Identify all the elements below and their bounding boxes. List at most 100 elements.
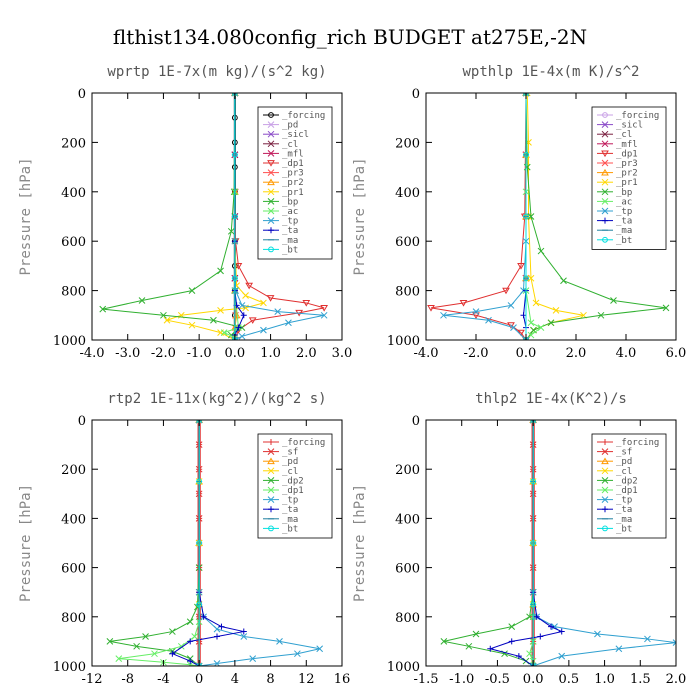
data-point-pr1 [527, 274, 535, 282]
legend-label-pr3: _pr3 [616, 159, 638, 169]
x-tick-label: 2.0 [666, 672, 687, 687]
legend-label-pd: _pd [282, 121, 298, 131]
data-point-tp [551, 623, 558, 630]
legend-label-tp: _tp [616, 207, 632, 217]
legend-marker [267, 486, 275, 494]
y-tick-label: 400 [61, 512, 86, 527]
y-tick-label: 200 [395, 136, 420, 151]
x-tick-label: 1.0 [260, 346, 281, 361]
plot-frame [91, 419, 343, 667]
legend-label-forcing: _forcing [616, 438, 659, 448]
legend-marker [602, 506, 608, 513]
data-point-tp [260, 326, 267, 334]
series-group [99, 93, 329, 340]
data-point-dp1 [186, 661, 194, 666]
legend-label-ta: _ta [282, 505, 298, 515]
data-point-tp [240, 633, 248, 640]
panel-4: thlp2 1E-4x(K^2)/s Pressure [hPa] -1.5 -1.0… [352, 391, 686, 687]
data-point-dp1 [459, 300, 468, 307]
legend-label-bt: _bt [616, 524, 632, 534]
y-tick-label: 200 [61, 136, 86, 151]
legend-marker [601, 121, 609, 128]
data-point-dp2 [186, 618, 194, 626]
legend-marker [601, 207, 609, 215]
y-tick-label: 800 [61, 611, 86, 626]
data-point-pr1 [217, 307, 224, 314]
legend-box [257, 106, 333, 260]
x-tick-label: 12 [298, 672, 315, 687]
data-point-ta [187, 658, 194, 665]
x-tick-label: 6.0 [666, 346, 687, 361]
legend: _forcing_pd_sicl_cl_mfl_dp1_pr3_pr2_pr1_… [257, 106, 333, 260]
x-tick-label: -4 [157, 672, 170, 687]
data-point-pr1 [532, 299, 540, 307]
y-tick-label: 0 [412, 414, 420, 429]
figure-title: flthist134.080config_rich BUDGET at275E,… [113, 25, 587, 49]
legend-marker [602, 525, 608, 532]
legend-marker [268, 112, 274, 118]
legend-marker [268, 246, 274, 253]
legend-label-ma: _ma [282, 515, 298, 525]
legend-label-pr1: _pr1 [616, 178, 638, 188]
legend-marker [268, 525, 274, 532]
legend-marker [267, 160, 275, 167]
legend-label-cl: _cl [282, 467, 298, 477]
legend-label-mfl: _mfl [282, 149, 304, 159]
y-tick-label: 800 [61, 285, 86, 300]
y-tick-label: 800 [395, 285, 420, 300]
data-point-tp [276, 638, 283, 645]
legend-marker [268, 506, 274, 513]
x-tick-label: -3.0 [115, 346, 140, 361]
legend-marker [267, 217, 275, 224]
data-point-bt [523, 151, 529, 158]
data-point-dp2 [133, 642, 140, 650]
data-point-pr1 [260, 299, 267, 307]
legend-marker [601, 448, 609, 455]
legend-marker [601, 486, 609, 494]
data-point-bp [523, 163, 531, 171]
x-tick-label: -1.0 [449, 672, 474, 687]
legend-label-bp: _bp [616, 188, 632, 198]
data-point-tp [249, 655, 257, 662]
y-tick-label: 200 [61, 463, 86, 478]
panel-title: wprtp 1E-7x(m kg)/(s^2 kg) [107, 64, 326, 80]
legend-label-ta: _ta [616, 505, 632, 515]
legend-label-bt: _bt [282, 524, 298, 534]
y-tick-label: 400 [395, 186, 420, 201]
legend-label-ma: _ma [616, 226, 632, 236]
legend-label-dp2: _dp2 [616, 476, 638, 486]
x-tick-label: 1.0 [594, 672, 615, 687]
data-point-tp [316, 645, 324, 653]
y-tick-label: 0 [78, 87, 86, 102]
series-line-dp1 [234, 93, 325, 340]
legend-marker [602, 439, 608, 445]
y-tick-label: 800 [395, 611, 420, 626]
legend-label-dp1: _dp1 [616, 149, 638, 159]
data-point-bp [230, 188, 238, 196]
data-point-tp [510, 324, 517, 332]
data-point-tp [594, 630, 601, 638]
legend: _forcing_sicl_cl_mfl_dp1_pr3_pr2_pr1_bp_… [591, 106, 667, 250]
data-point-dp2 [169, 628, 176, 635]
data-point-dp2 [472, 630, 480, 638]
legend: _forcing_sf_pd_cl_dp2_dp1_tp_ta_ma_bt [257, 433, 333, 539]
y-tick-label: 600 [395, 235, 420, 250]
data-point-dp1 [427, 304, 435, 312]
y-axis-label: Pressure [hPa] [18, 484, 34, 602]
data-point-tp [672, 639, 676, 646]
y-tick-label: 400 [61, 186, 86, 201]
x-tick-label: -2.0 [151, 346, 176, 361]
panel-2: wpthlp 1E-4x(m K)/s^2 Pressure [hPa] -4.0 -… [352, 64, 686, 361]
data-point-tp [615, 645, 623, 653]
legend-label-mfl: _mfl [616, 140, 638, 150]
legend-label-dp1: _dp1 [616, 486, 638, 496]
x-tick-label: -1.0 [187, 346, 212, 361]
legend-marker [601, 496, 609, 503]
data-point-tp [485, 316, 492, 324]
data-point-ta [235, 324, 242, 331]
data-point-ta [240, 628, 247, 635]
data-point-pr1 [552, 307, 560, 314]
data-point-tp [644, 635, 651, 643]
x-tick-label: 4 [231, 672, 239, 687]
data-point-dp2 [508, 623, 516, 630]
